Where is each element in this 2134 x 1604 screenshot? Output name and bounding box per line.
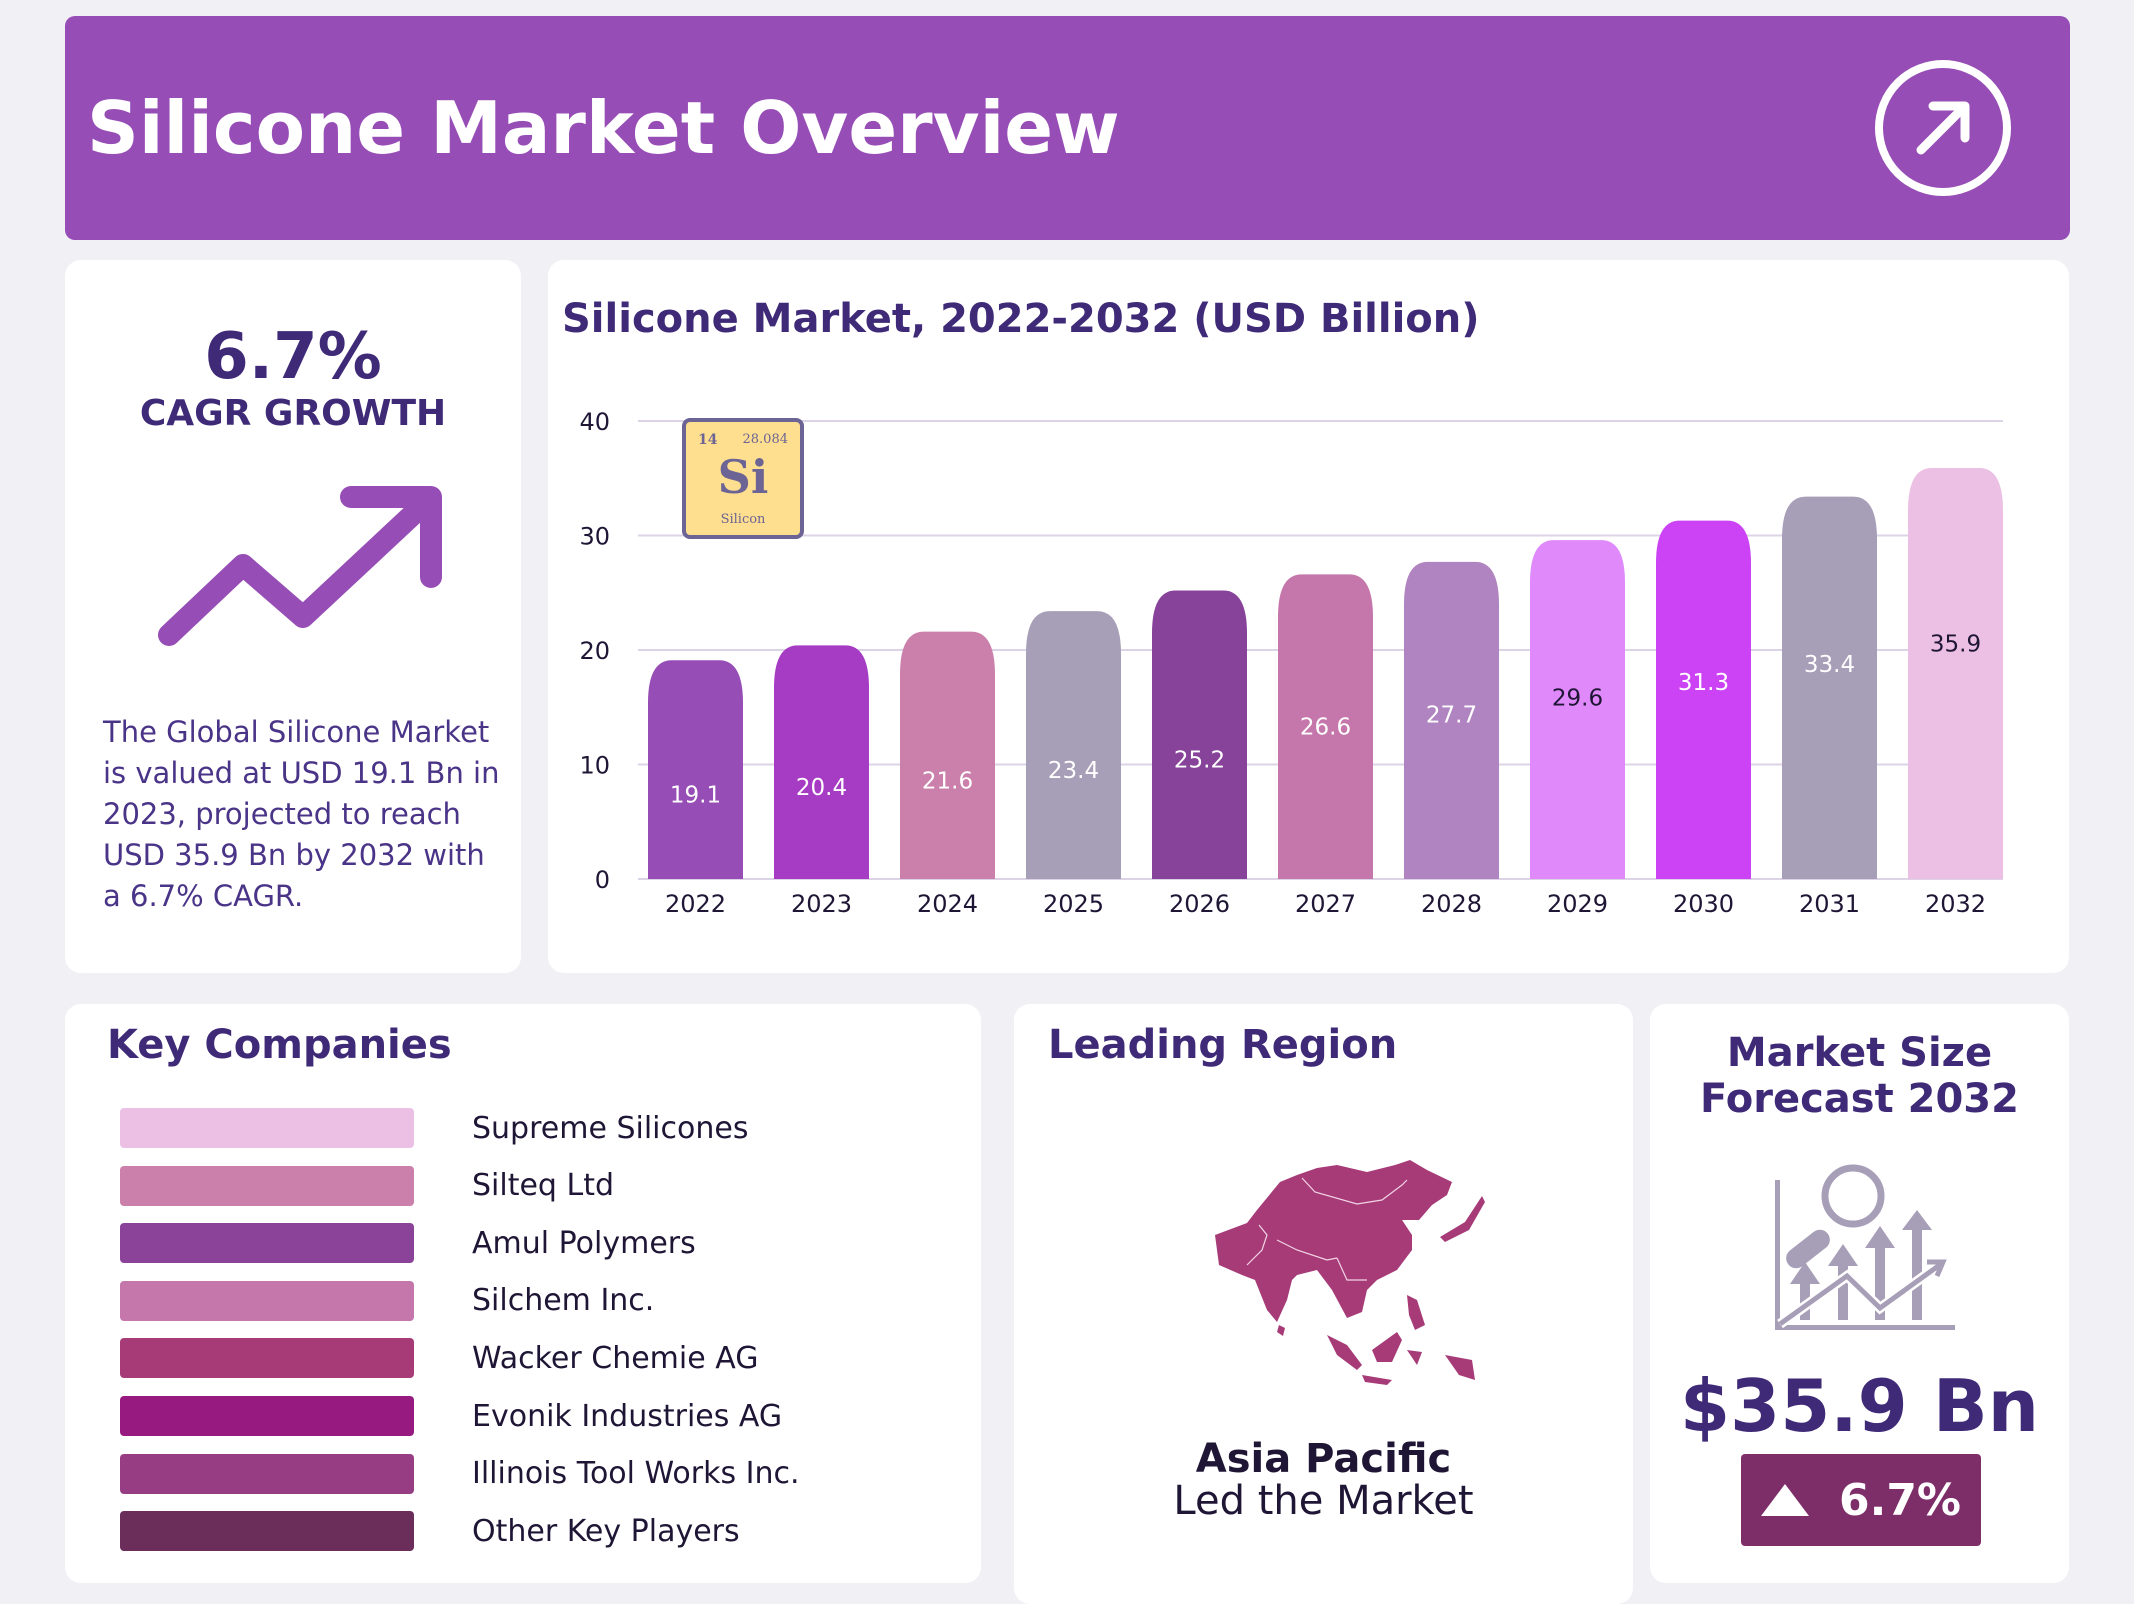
company-row: Illinois Tool Works Inc. bbox=[120, 1453, 800, 1494]
key-companies-card: Key Companies Supreme Silicones Silteq Lt… bbox=[65, 1004, 981, 1583]
chart-card: Silicone Market, 2022-2032 (USD Billion)… bbox=[548, 260, 2069, 973]
header-banner: Silicone Market Overview bbox=[65, 16, 2070, 240]
arrow-up-right-icon[interactable] bbox=[1875, 60, 2011, 196]
x-tick-label: 2031 bbox=[1799, 890, 1860, 918]
company-name: Silchem Inc. bbox=[472, 1283, 655, 1319]
y-tick-label: 0 bbox=[595, 866, 610, 894]
bar bbox=[648, 660, 743, 879]
silicon-element-tile: 14 28.084 Si Silicon bbox=[682, 418, 804, 539]
forecast-title-line2: Forecast 2032 bbox=[1700, 1076, 2019, 1122]
element-mass: 28.084 bbox=[742, 432, 789, 447]
bar bbox=[774, 645, 869, 879]
x-tick-label: 2024 bbox=[917, 890, 978, 918]
x-tick-label: 2030 bbox=[1673, 890, 1734, 918]
companies-title: Key Companies bbox=[107, 1022, 452, 1068]
market-size-forecast-card: Market Size Forecast 2032 $35.9 Bn 6.7% bbox=[1650, 1004, 2069, 1583]
x-tick-label: 2023 bbox=[791, 890, 852, 918]
x-tick-label: 2028 bbox=[1421, 890, 1482, 918]
company-color-bar bbox=[120, 1223, 414, 1264]
bar-value-label: 27.7 bbox=[1426, 702, 1477, 728]
company-color-bar bbox=[120, 1396, 414, 1436]
company-name: Other Key Players bbox=[472, 1513, 740, 1549]
cagr-value: 6.7% bbox=[204, 320, 382, 394]
bar-value-label: 19.1 bbox=[670, 783, 721, 809]
region-title: Leading Region bbox=[1048, 1022, 1398, 1068]
company-row: Wacker Chemie AG bbox=[120, 1338, 759, 1379]
bar bbox=[1656, 520, 1751, 879]
x-tick-label: 2025 bbox=[1043, 890, 1104, 918]
bar bbox=[1404, 561, 1499, 879]
company-row: Silteq Ltd bbox=[120, 1165, 615, 1206]
bar bbox=[1530, 540, 1625, 879]
company-color-bar bbox=[120, 1108, 414, 1148]
cagr-card: 6.7% CAGR GROWTH The Global Silicone Mar… bbox=[65, 260, 521, 973]
company-name: Illinois Tool Works Inc. bbox=[472, 1456, 800, 1492]
company-row: Other Key Players bbox=[120, 1511, 740, 1552]
forecast-title: Market Size Forecast 2032 bbox=[1650, 1030, 2069, 1122]
bar-value-label: 20.4 bbox=[796, 775, 847, 801]
company-color-bar bbox=[120, 1165, 414, 1206]
region-name: Asia Pacific bbox=[1195, 1436, 1452, 1482]
company-row: Evonik Industries AG bbox=[120, 1396, 782, 1436]
bar bbox=[1908, 467, 2003, 879]
bar bbox=[1278, 574, 1373, 879]
y-tick-label: 10 bbox=[579, 752, 610, 780]
company-name: Supreme Silicones bbox=[472, 1110, 749, 1146]
bar bbox=[900, 631, 995, 879]
company-color-bar bbox=[120, 1511, 414, 1552]
company-color-bar bbox=[120, 1280, 414, 1321]
company-row: Supreme Silicones bbox=[120, 1108, 748, 1148]
bar bbox=[1152, 590, 1247, 879]
growth-value: 6.7% bbox=[1838, 1474, 1962, 1526]
chart-magnifier-icon bbox=[1775, 1164, 1955, 1330]
bar-value-label: 23.4 bbox=[1048, 758, 1099, 784]
company-color-bar bbox=[120, 1338, 414, 1379]
bar-value-label: 35.9 bbox=[1930, 631, 1981, 657]
bar-chart: 01020304019.1202220.4202321.6202423.4202… bbox=[579, 408, 2003, 918]
bar-value-label: 21.6 bbox=[922, 768, 973, 794]
bar-value-label: 29.6 bbox=[1552, 686, 1603, 712]
x-tick-label: 2027 bbox=[1295, 890, 1356, 918]
company-name: Amul Polymers bbox=[472, 1225, 696, 1261]
growth-badge: 6.7% bbox=[1741, 1454, 1981, 1546]
cagr-description: The Global Silicone Market is valued at … bbox=[103, 715, 500, 913]
y-tick-label: 40 bbox=[579, 408, 610, 436]
element-number: 14 bbox=[698, 432, 718, 448]
forecast-title-line1: Market Size bbox=[1726, 1030, 1993, 1076]
bar-value-label: 31.3 bbox=[1678, 670, 1729, 696]
page-title: Silicone Market Overview bbox=[87, 86, 1120, 170]
trend-up-arrow-icon bbox=[158, 486, 442, 646]
company-name: Wacker Chemie AG bbox=[472, 1340, 759, 1376]
region-subtitle: Led the Market bbox=[1173, 1478, 1474, 1524]
triangle-up-icon bbox=[1760, 1484, 1809, 1516]
x-tick-label: 2029 bbox=[1547, 890, 1608, 918]
bar bbox=[1782, 496, 1877, 879]
company-row: Silchem Inc. bbox=[120, 1280, 655, 1321]
x-tick-label: 2032 bbox=[1925, 890, 1986, 918]
x-tick-label: 2022 bbox=[665, 890, 726, 918]
company-name: Evonik Industries AG bbox=[472, 1398, 783, 1434]
forecast-value: $35.9 Bn bbox=[1680, 1364, 2039, 1448]
company-color-bar bbox=[120, 1453, 414, 1494]
bar-value-label: 33.4 bbox=[1804, 652, 1855, 678]
leading-region-card: Leading Region Asia Pacific Led the Mark… bbox=[1014, 1004, 1633, 1604]
bar-value-label: 26.6 bbox=[1300, 715, 1351, 741]
company-name: Silteq Ltd bbox=[472, 1168, 615, 1204]
x-tick-label: 2026 bbox=[1169, 890, 1230, 918]
bar-value-label: 25.2 bbox=[1174, 748, 1225, 774]
company-row: Amul Polymers bbox=[120, 1223, 696, 1264]
bar bbox=[1026, 611, 1121, 879]
cagr-label: CAGR GROWTH bbox=[139, 393, 447, 434]
element-symbol: Si bbox=[717, 450, 769, 504]
y-tick-label: 20 bbox=[579, 637, 610, 665]
element-name: Silicon bbox=[720, 512, 766, 527]
asia-pacific-map-icon bbox=[1215, 1160, 1485, 1385]
chart-title: Silicone Market, 2022-2032 (USD Billion) bbox=[562, 296, 1480, 342]
y-tick-label: 30 bbox=[579, 523, 610, 551]
